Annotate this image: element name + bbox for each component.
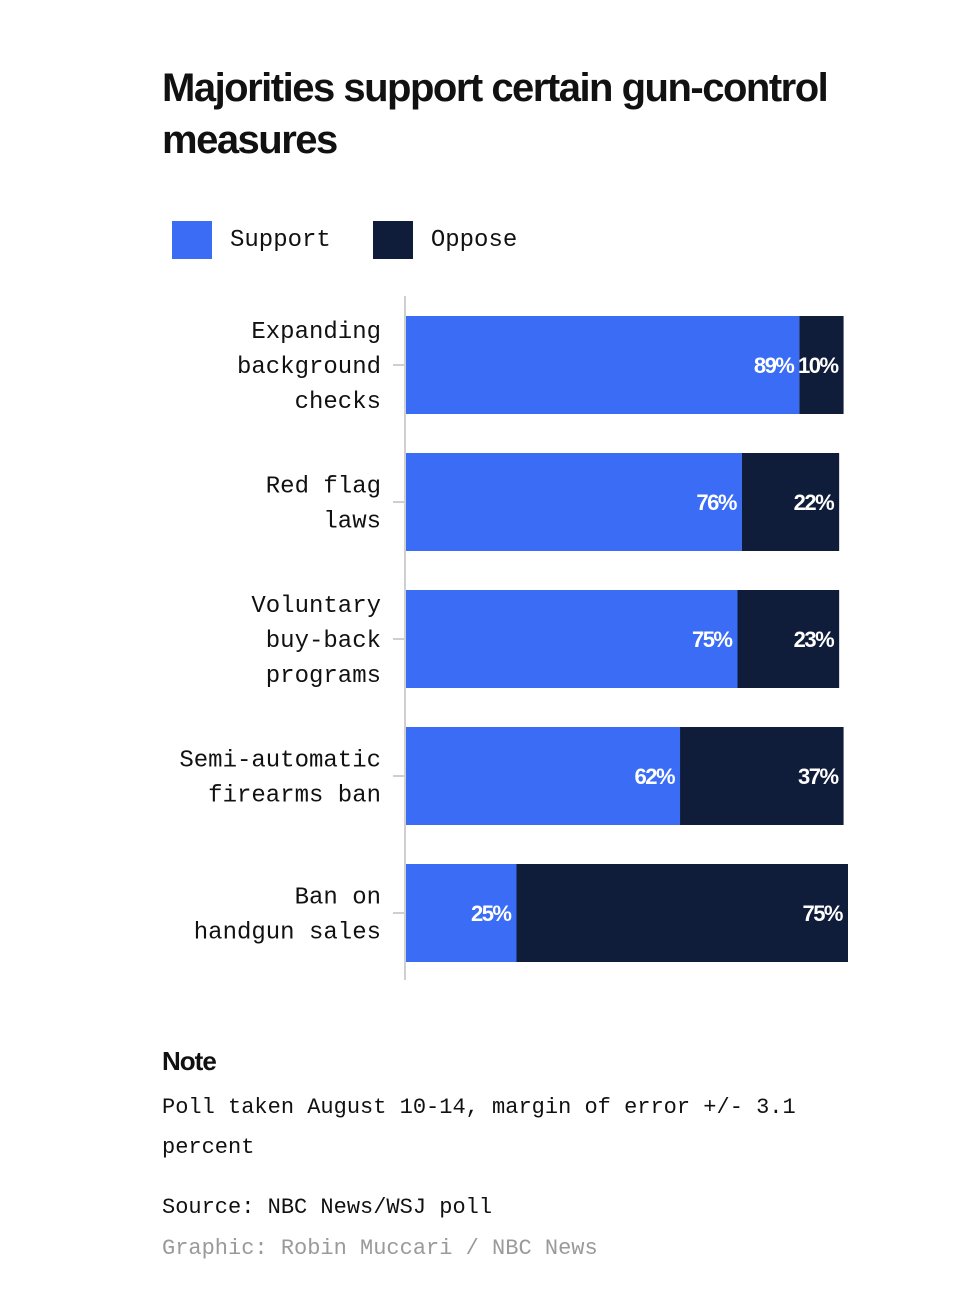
value-label-support: 25% [471,901,511,926]
category-label: Semi-automatic [179,748,381,775]
value-label-support: 75% [692,627,732,652]
legend: Support Oppose [172,220,559,260]
note-text: Poll taken August 10-14, margin of error… [162,1095,796,1160]
bar-support [406,864,517,962]
category-label: Red flag [266,474,381,501]
legend-item-support: Support [172,221,331,259]
legend-label-oppose: Oppose [430,226,518,254]
bar-oppose [799,316,844,414]
credit-text: Graphic: Robin Muccari / NBC News [162,1236,598,1261]
bar-support [406,727,681,825]
value-label-support: 76% [696,490,736,515]
category-label: background [237,354,381,381]
category-label: Ban on [295,885,381,912]
bar-oppose [741,453,840,551]
legend-swatch-oppose [372,221,413,259]
bar-oppose [737,590,840,688]
legend-label-support: Support [230,226,331,254]
value-label-oppose: 75% [802,901,842,926]
value-label-oppose: 10% [798,353,838,378]
bar-support [406,453,742,551]
value-label-support: 89% [754,353,794,378]
value-label-support: 62% [634,764,674,789]
bar-oppose [516,864,848,962]
category-label: firearms ban [208,783,381,810]
category-label: Expanding [251,319,381,346]
bar-oppose [680,727,844,825]
chart-title: Majorities support certain gun-control m… [162,66,829,162]
category-label: Voluntary [251,593,381,620]
legend-swatch-support [172,221,212,259]
note-heading: Note [162,1046,217,1076]
legend-item-oppose: Oppose [372,221,518,259]
category-label: laws [323,509,381,536]
bar-chart: Expanding background checks 89% 10% Red flag l… [179,296,848,980]
value-label-oppose: 23% [794,627,834,652]
category-label: checks [295,389,381,416]
bar-support [406,590,738,688]
value-label-oppose: 22% [794,490,834,515]
category-label: buy-back [266,628,381,655]
category-label: handgun sales [194,920,381,947]
source-text: Source: NBC News/WSJ poll [162,1195,493,1220]
category-label: programs [266,663,381,690]
value-label-oppose: 37% [798,764,838,789]
bar-support [406,316,800,414]
